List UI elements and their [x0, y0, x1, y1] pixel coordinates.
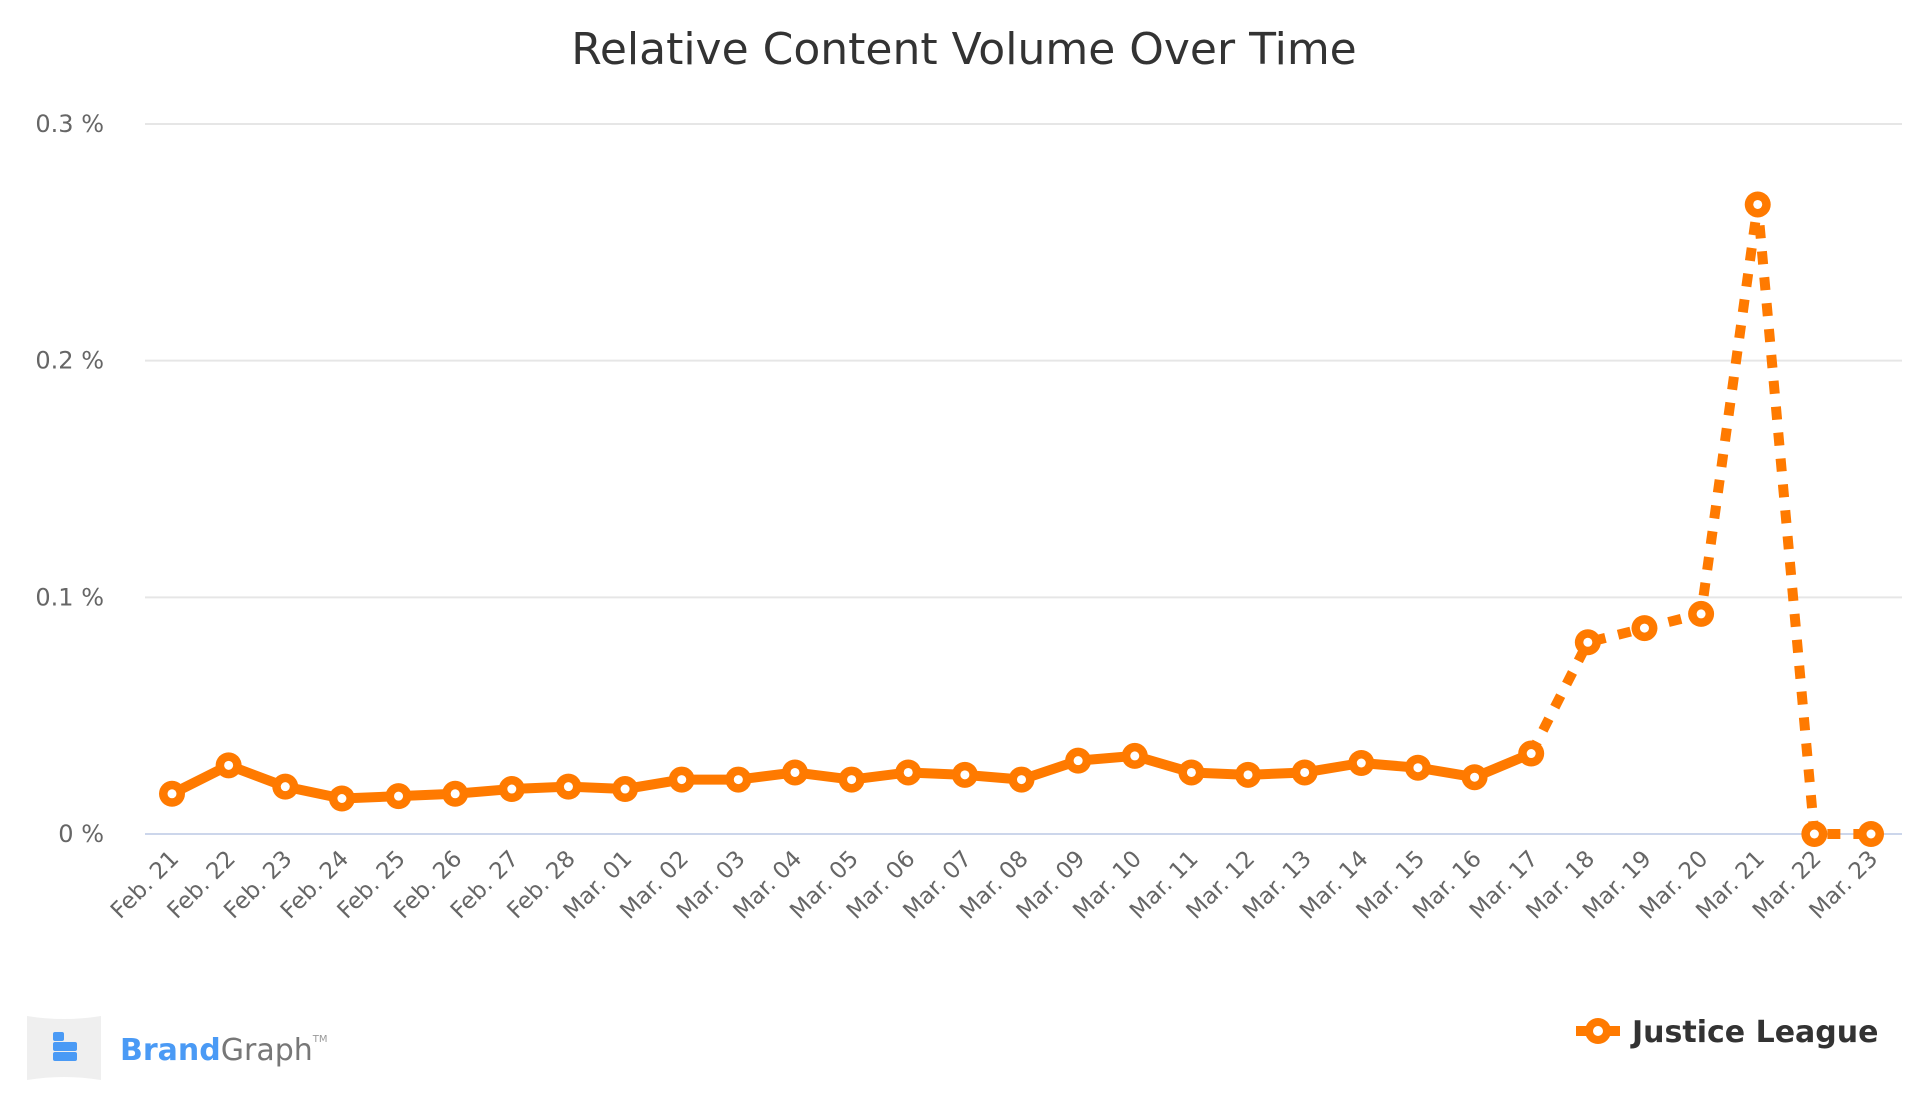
data-point-center	[790, 767, 800, 777]
data-point-center	[847, 775, 857, 785]
y-tick-label: 0 %	[58, 820, 104, 848]
legend-marker-center	[1593, 1026, 1603, 1036]
data-point-center	[224, 760, 234, 770]
data-point-center	[1696, 609, 1706, 619]
chart-title: Relative Content Volume Over Time	[571, 24, 1357, 75]
brandgraph-logo: BrandGraphTM	[27, 1016, 328, 1080]
series-line-dashed	[1526, 203, 1871, 839]
data-point-center	[733, 775, 743, 785]
data-point-center	[1470, 772, 1480, 782]
data-point-center	[1130, 751, 1140, 761]
data-point-center	[1413, 763, 1423, 773]
data-point-center	[1526, 749, 1536, 759]
data-point-center	[337, 794, 347, 803]
data-point-center	[394, 791, 404, 801]
y-tick-label: 0.2 %	[35, 347, 104, 375]
data-point-center	[1866, 829, 1876, 839]
logo-block-icon	[53, 1032, 64, 1041]
y-tick-label: 0.1 %	[35, 583, 104, 611]
data-point-center	[1073, 756, 1083, 766]
data-point-center	[620, 784, 630, 794]
data-point-center	[960, 770, 970, 780]
series-justice-league	[159, 191, 1884, 847]
y-axis: 0 % 0.1 % 0.2 % 0.3 %	[35, 110, 104, 848]
logo-block-icon	[53, 1052, 77, 1061]
grid	[145, 123, 1902, 835]
logo-block-icon	[53, 1042, 77, 1051]
data-point-center	[507, 784, 517, 794]
data-point-center	[677, 775, 687, 785]
data-point-center	[903, 767, 913, 777]
data-point-center	[1753, 199, 1763, 209]
data-point-center	[1017, 775, 1026, 785]
data-point-center	[563, 782, 573, 792]
y-tick-label: 0.3 %	[35, 110, 104, 138]
legend-item[interactable]: Justice League	[1576, 1015, 1878, 1050]
data-point-center	[1809, 829, 1819, 839]
data-point-center	[1300, 767, 1310, 777]
data-point-center	[1243, 770, 1253, 780]
data-point-center	[450, 789, 460, 799]
data-point-center	[280, 782, 290, 792]
data-point-center	[1639, 623, 1649, 633]
logo-text: BrandGraphTM	[120, 1033, 328, 1068]
data-point-center	[1186, 767, 1196, 777]
data-point-center	[1583, 637, 1593, 647]
data-point-center	[1356, 758, 1366, 768]
data-point-center	[167, 789, 177, 799]
legend-label: Justice League	[1630, 1015, 1878, 1050]
